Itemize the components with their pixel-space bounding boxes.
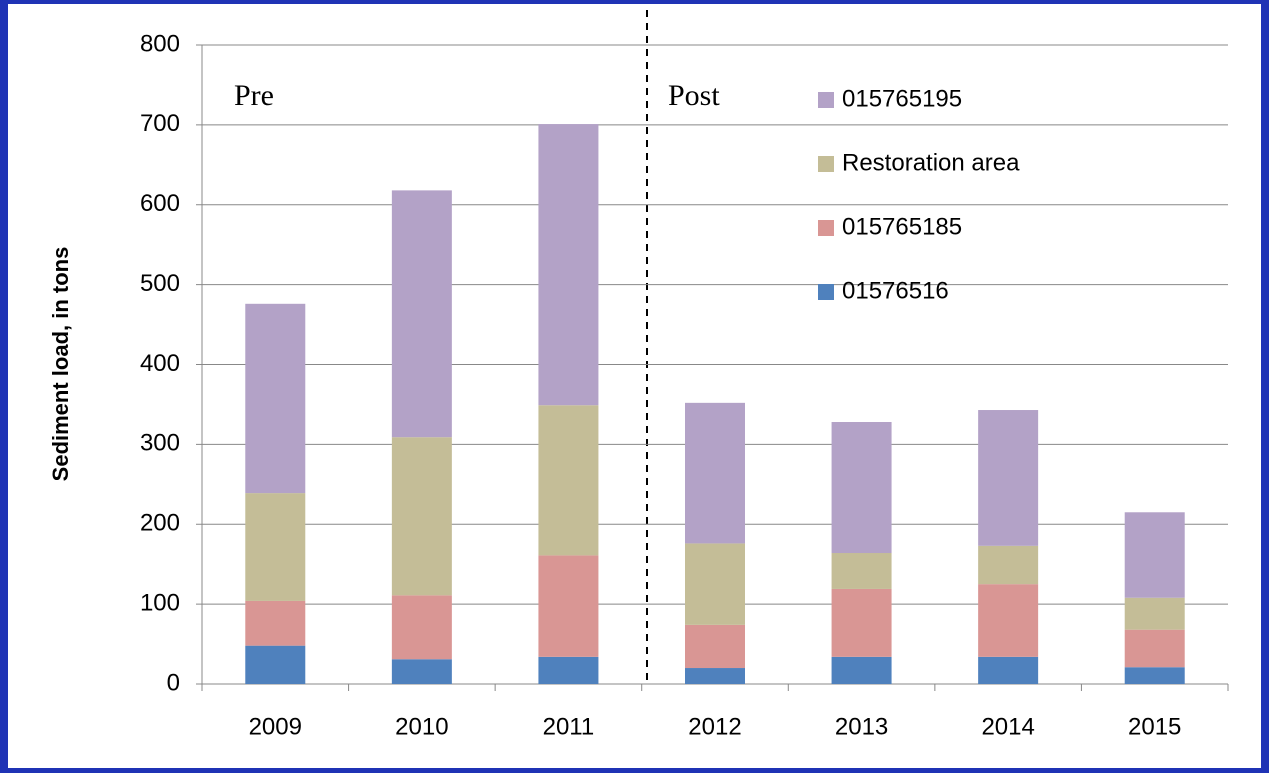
bar-segment bbox=[831, 553, 892, 589]
frame: Sediment load, in tons Pre Post 0 100 200 3… bbox=[8, 4, 1261, 768]
bar-segment bbox=[391, 595, 452, 660]
bar-segment bbox=[831, 422, 892, 554]
bar-segment bbox=[1124, 629, 1185, 668]
bar-segment bbox=[978, 545, 1039, 585]
y-tick-label: 100 bbox=[140, 589, 180, 616]
bar-segment bbox=[1124, 597, 1185, 630]
y-tick-label: 600 bbox=[140, 190, 180, 217]
x-tick-label: 2011 bbox=[543, 713, 595, 740]
x-tick-label: 2009 bbox=[249, 713, 302, 740]
legend-swatch bbox=[818, 156, 834, 172]
legend-label: 015765195 bbox=[842, 85, 962, 112]
y-axis-label: Sediment load, in tons bbox=[48, 247, 73, 482]
bar-segment bbox=[685, 543, 745, 625]
x-tick-label: 2010 bbox=[395, 713, 448, 740]
x-tick-label: 2014 bbox=[981, 713, 1034, 740]
y-tick-label: 300 bbox=[140, 430, 180, 457]
bar-segment bbox=[391, 190, 452, 438]
chart: Sediment load, in tons Pre Post 0 100 200 3… bbox=[48, 10, 1229, 740]
bar-segment bbox=[391, 437, 452, 596]
bar-segment bbox=[1124, 512, 1185, 598]
bar-segment bbox=[245, 303, 306, 494]
y-tick-label: 500 bbox=[140, 270, 180, 297]
bar-segment bbox=[978, 410, 1039, 546]
legend-swatch bbox=[818, 92, 834, 108]
x-tick-label: 2012 bbox=[688, 713, 741, 740]
legend-swatch bbox=[818, 284, 834, 300]
bar-segment bbox=[245, 600, 306, 646]
bar-segment bbox=[538, 405, 599, 556]
legend-label: Restoration area bbox=[842, 149, 1020, 176]
bar-segment bbox=[831, 656, 892, 684]
bar-segment bbox=[538, 656, 599, 684]
bar-segment bbox=[831, 588, 892, 657]
bar-segment bbox=[685, 668, 745, 684]
bar-segment bbox=[245, 645, 306, 684]
bar-segment bbox=[1124, 667, 1185, 684]
bar-segment bbox=[245, 493, 306, 601]
bar-segment bbox=[685, 402, 745, 544]
y-tick-label: 400 bbox=[140, 350, 180, 377]
bar-segment bbox=[391, 659, 452, 684]
y-tick-label: 800 bbox=[140, 30, 180, 57]
bar-segment bbox=[538, 555, 599, 657]
bar-segment bbox=[978, 584, 1039, 657]
y-tick-label: 700 bbox=[140, 110, 180, 137]
legend-label: 015765185 bbox=[842, 213, 962, 240]
y-tick-label: 0 bbox=[167, 669, 180, 696]
bar-segment bbox=[538, 124, 599, 406]
y-tick-label: 200 bbox=[140, 510, 180, 537]
x-tick-label: 2013 bbox=[835, 713, 888, 740]
bar-segment bbox=[978, 656, 1039, 684]
annotation: Post bbox=[668, 79, 720, 112]
annotation: Pre bbox=[234, 79, 274, 112]
x-tick-label: 2015 bbox=[1128, 713, 1181, 740]
legend-label: 01576516 bbox=[842, 277, 949, 304]
bar-segment bbox=[685, 624, 745, 669]
legend-swatch bbox=[818, 220, 834, 236]
